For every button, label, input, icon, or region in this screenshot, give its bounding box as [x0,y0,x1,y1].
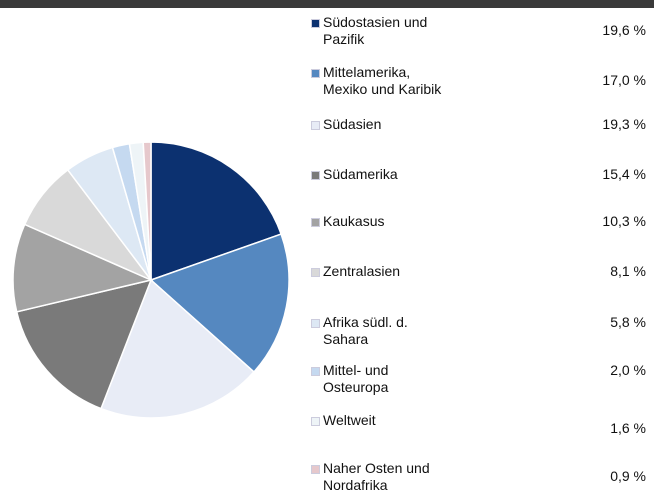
value-label: 10,3 % [602,213,646,229]
legend-marker [311,121,320,130]
legend-marker [311,417,320,426]
legend-label: Südostasien und Pazifik [323,14,428,47]
legend-label: Südasien [323,116,382,132]
value-label: 1,6 % [610,420,646,436]
legend-marker [311,19,320,28]
legend-label: Zentralasien [323,263,401,279]
legend-marker [311,319,320,328]
value-label: 0,9 % [610,468,646,484]
value-label: 2,0 % [610,362,646,378]
legend-label: Kaukasus [323,213,385,229]
legend-marker [311,218,320,227]
value-label: 19,3 % [602,116,646,132]
title-bar [0,0,654,8]
legend-marker [311,268,320,277]
pie-slice [149,233,290,373]
legend-marker [311,171,320,180]
pie-slice [12,223,154,313]
value-label: 19,6 % [602,22,646,38]
pie-slice [100,278,255,419]
value-label: 8,1 % [610,263,646,279]
legend-label: Mittelamerika, Mexiko und Karibik [323,64,442,97]
legend-label: Naher Osten und Nordafrika [323,460,430,493]
pie-slice [15,278,153,410]
pie-slice [142,141,152,281]
legend-marker [311,465,320,474]
legend-label: Weltweit [323,412,376,428]
legend-marker [311,69,320,78]
legend-label: Mittel- und Osteuropa [323,362,389,395]
chart [12,141,290,419]
legend-marker [311,367,320,376]
legend-label: Afrika südl. d. Sahara [323,314,408,347]
legend-label: Südamerika [323,166,398,182]
value-label: 15,4 % [602,166,646,182]
value-label: 17,0 % [602,72,646,88]
value-label: 5,8 % [610,314,646,330]
